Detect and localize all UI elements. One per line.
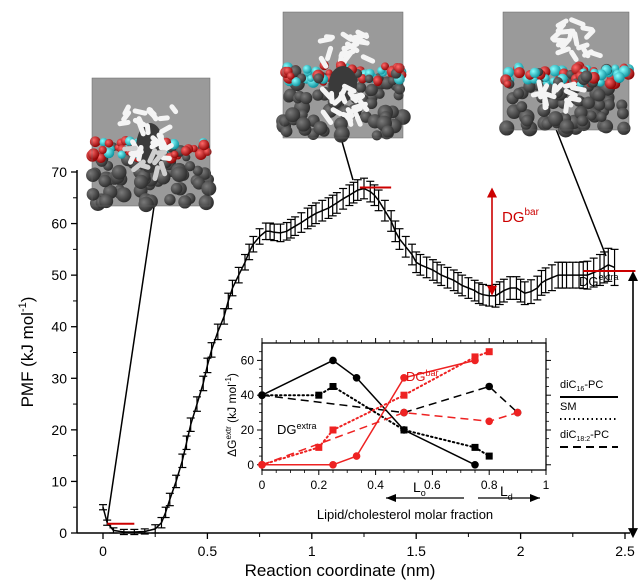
inset-dg-bar-label: DGbar	[406, 368, 439, 384]
inset-y-tick-label: 60	[241, 353, 255, 367]
inset-marker	[400, 391, 408, 399]
legend-label: diC16-PC	[560, 379, 603, 393]
main-y-tick-label: 10	[51, 473, 67, 489]
inset-marker	[329, 356, 337, 365]
snapshot-callouts	[106, 128, 607, 523]
inset-x-tick-label: 0.2	[310, 478, 327, 492]
inset-marker	[400, 408, 408, 417]
main-y-tick-label: 50	[51, 267, 67, 283]
inset-x-axis-title: Lipid/cholesterol molar fraction	[317, 507, 493, 522]
inset-marker	[352, 452, 361, 460]
inset-marker	[485, 348, 493, 356]
main-x-tick-label: 1.5	[406, 543, 426, 559]
inset-marker	[485, 417, 494, 426]
dg-extra-arrowhead-top	[628, 271, 638, 282]
dg-bar-annotation: DGbar	[487, 187, 540, 296]
inset-marker	[485, 382, 494, 391]
phase-lo-label: Lo	[413, 479, 426, 498]
inset-x-tick-label: 1	[543, 478, 550, 492]
inset-marker	[471, 460, 479, 469]
phase-arrows	[386, 494, 540, 502]
dg-extra-annotation: DGextra	[579, 271, 638, 539]
inset-marker	[400, 426, 408, 434]
callout-line-1	[106, 199, 156, 523]
main-x-tick-label: 0.5	[198, 543, 218, 559]
membrane-snapshot-3	[499, 11, 635, 138]
inset-marker	[471, 353, 479, 361]
callout-line-3	[555, 128, 607, 257]
inset-series	[258, 348, 522, 469]
main-x-tick-label: 1	[308, 543, 316, 559]
main-y-tick-label: 40	[51, 319, 67, 335]
legend-label: SM	[560, 401, 577, 413]
inset-x-tick-label: 0.8	[481, 478, 498, 492]
main-y-axis-title: PMF (kJ mol-1)	[17, 297, 37, 408]
main-y-tick-label: 20	[51, 422, 67, 438]
inset-x-tick-label: 0.4	[367, 478, 384, 492]
pmf-series	[99, 177, 619, 536]
inset-series-line	[261, 385, 491, 458]
inset-marker	[513, 408, 522, 417]
inset-marker	[258, 460, 266, 469]
dg-bar-label: DGbar	[502, 207, 540, 226]
inset-y-tick-label: 20	[241, 423, 255, 437]
inset-marker	[329, 460, 337, 469]
inset-series-line	[261, 411, 518, 466]
inset-y-axis-title: ΔGextr (kJ mol-1)	[224, 373, 239, 457]
membrane-snapshot-2	[276, 11, 411, 143]
inset-chart: 0 20 40 60 0 0.2 0.4 0.6 0.8 1 Lipid/cholesterol …	[224, 338, 551, 522]
reference-lines	[107, 186, 636, 525]
inset-marker	[352, 373, 361, 382]
main-y-tick-label: 0	[59, 525, 67, 541]
main-y-tick-label: 70	[51, 164, 67, 180]
inset-ticks: 0 20 40 60 0 0.2 0.4 0.6 0.8 1	[241, 338, 551, 492]
dg-bar-arrowhead-bottom	[487, 285, 497, 296]
inset-dg-extra-label: DGextra	[277, 421, 317, 437]
inset-marker	[471, 443, 479, 451]
inset-series-line	[261, 385, 519, 414]
inset-marker	[485, 452, 493, 460]
main-y-tick-label: 60	[51, 216, 67, 232]
phase-ld-label: Ld	[500, 483, 513, 502]
membrane-snapshot-1	[86, 77, 217, 213]
callout-line-2	[340, 137, 354, 181]
inset-marker	[329, 382, 337, 390]
main-y-tick-label: 30	[51, 370, 67, 386]
dg-extra-label: DGextra	[579, 272, 619, 289]
inset-x-tick-label: 0	[259, 478, 266, 492]
inset-legend: diC16-PC SM diC18:2-PC	[560, 379, 618, 448]
inset-y-tick-label: 0	[247, 458, 254, 472]
main-x-tick-label: 2	[517, 543, 525, 559]
dg-extra-arrowhead-bottom	[628, 528, 638, 539]
legend-label: diC18:2-PC	[560, 429, 609, 443]
inset-x-tick-label: 0.6	[424, 478, 441, 492]
main-x-tick-label: 2.5	[615, 543, 635, 559]
inset-y-tick-label: 40	[241, 388, 255, 402]
main-x-axis-title: Reaction coordinate (nm)	[245, 561, 436, 580]
inset-marker	[315, 391, 323, 399]
inset-background	[262, 343, 546, 470]
inset-marker	[258, 391, 266, 399]
inset-marker	[329, 426, 337, 434]
dg-bar-arrowhead-top	[487, 187, 497, 198]
main-x-tick-label: 0	[99, 543, 107, 559]
inset-marker	[315, 443, 323, 451]
inset-marker	[400, 373, 408, 382]
